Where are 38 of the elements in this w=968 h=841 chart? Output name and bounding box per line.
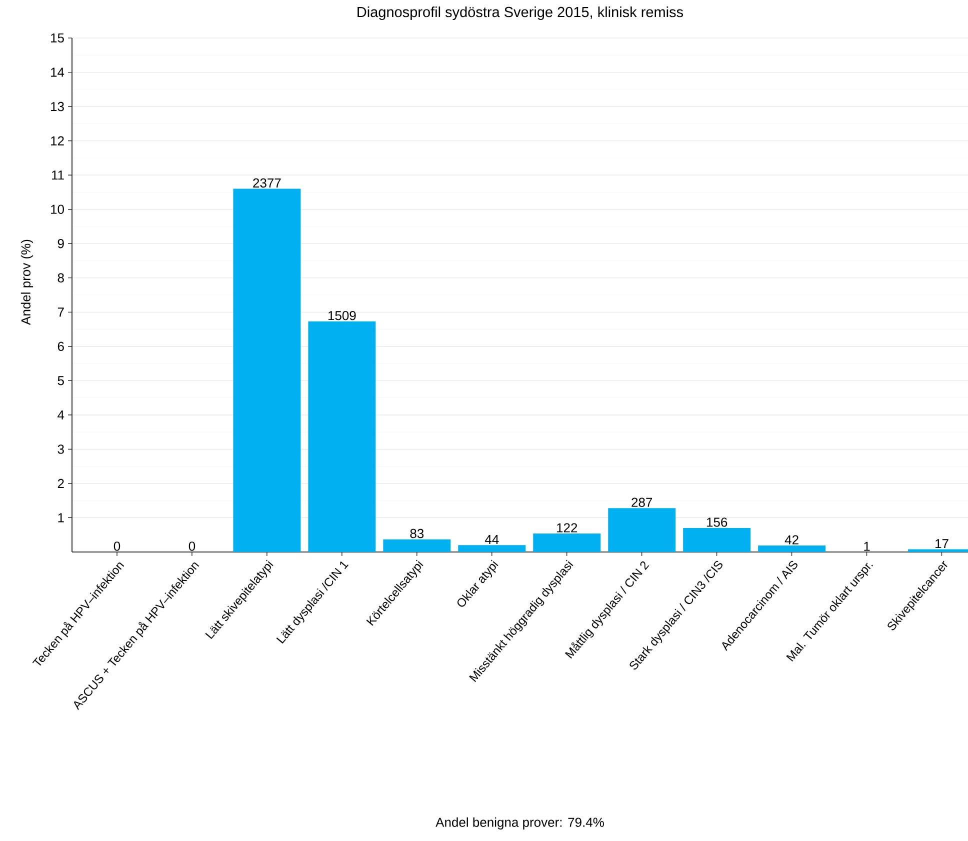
annotation: 156 (706, 518, 728, 527)
y-tick-label: 6 (58, 342, 64, 351)
annotation: 17 (936, 539, 948, 548)
y-tick-label: 11 (52, 170, 64, 180)
annotation: 1 (864, 542, 870, 551)
annotation: 122 (557, 523, 578, 532)
annotation: 44 (484, 535, 499, 544)
bar (758, 545, 826, 552)
y-tick-label: 7 (58, 308, 64, 317)
annotation: 1509 (328, 310, 356, 320)
y-tick-label: 8 (58, 273, 64, 282)
y-tick-label: 1 (58, 513, 64, 522)
y-tick-label: 4 (58, 410, 64, 420)
bar (458, 545, 526, 552)
annotation: 0 (114, 542, 120, 551)
bar (308, 321, 376, 552)
annotation: 287 (632, 498, 652, 507)
y-tick-label: 14 (51, 68, 64, 77)
y-axis-title: Andel prov (%) (20, 240, 34, 325)
y-tick-label: 5 (58, 376, 64, 386)
bar (533, 533, 601, 552)
bar (683, 528, 751, 552)
bar (233, 188, 301, 552)
bar (383, 539, 451, 552)
annotation: 83 (410, 528, 424, 538)
annotation: 42 (784, 535, 798, 544)
y-tick-label: 15 (51, 33, 64, 43)
chart-title: Diagnosprofil sydöstra Sverige 2015, klinisk remiss (358, 6, 684, 20)
annotation: 0 (188, 542, 196, 551)
y-tick-label: 12 (51, 136, 64, 146)
bar (608, 508, 676, 552)
y-tick-label: 13 (51, 102, 64, 112)
y-tick-label: 3 (58, 444, 64, 454)
text: Andel benigna prover: 79.4% (436, 817, 604, 830)
y-tick-label: 2 (58, 478, 64, 488)
y-tick-label: 10 (51, 204, 64, 214)
y-tick-label: 9 (58, 238, 64, 248)
annotation: 2377 (253, 178, 281, 188)
